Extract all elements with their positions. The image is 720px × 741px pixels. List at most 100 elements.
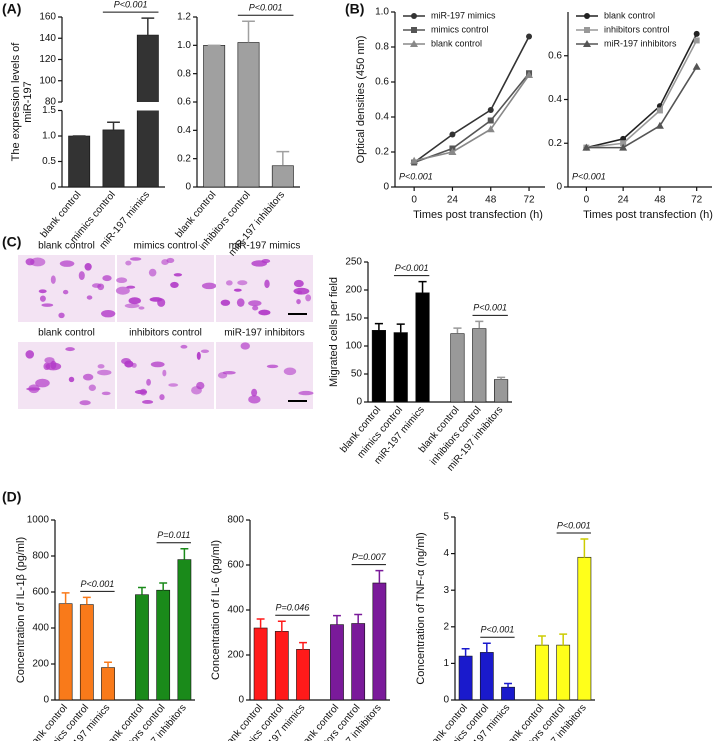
annotation: P<0.001 [572, 171, 606, 181]
y-axis-label: Concentration of IL-1β (pg/ml) [15, 537, 27, 683]
cell-blob [200, 349, 210, 354]
y-tick-label: 0.4 [375, 112, 389, 123]
marker [582, 143, 591, 151]
bar [274, 631, 289, 701]
cell-blob [196, 351, 201, 360]
cell-blob [168, 383, 179, 387]
cell-blob [159, 394, 165, 401]
series-line [413, 74, 530, 162]
y-axis-label: Concentration of IL-6 (pg/ml) [210, 540, 222, 680]
cell-blob [220, 299, 231, 306]
cell-blob [266, 364, 279, 369]
cell-blob [134, 389, 148, 395]
cell-blob [305, 294, 312, 302]
error-bar [375, 569, 384, 583]
marker [486, 125, 495, 133]
bar [237, 42, 260, 188]
cell-blob [84, 262, 92, 271]
y-tick-label: 150 [345, 313, 362, 324]
cell-blob [173, 273, 183, 277]
cell-blob [121, 358, 132, 365]
cell-blob [233, 288, 242, 292]
y-tick-label: 0 [50, 182, 56, 193]
error-bar [333, 614, 341, 625]
y-tick-label: 1.2 [177, 12, 191, 23]
error-bar [354, 613, 363, 624]
error-bar [104, 661, 112, 668]
y-tick-label: 100 [39, 75, 56, 86]
micrograph-label: miR-197 inhibitors [224, 328, 305, 339]
x-axis-label: Times post transfection (h) [583, 209, 713, 221]
cell-blob [35, 378, 50, 388]
y-tick-label: 0 [238, 695, 244, 706]
y-tick-label: 400 [32, 623, 49, 634]
cell-blob [240, 342, 250, 350]
cell-blob [150, 361, 165, 368]
x-tick-label: 72 [691, 195, 703, 206]
cell-blob [297, 290, 303, 295]
panel-label: (A) [2, 1, 21, 17]
y-tick-label: 1 [443, 658, 449, 669]
y-tick-label: 0 [556, 182, 562, 193]
marker [487, 117, 494, 124]
micrograph [117, 255, 214, 322]
cell-blob [170, 281, 179, 289]
bar [58, 603, 73, 701]
y-tick-label: 1.0 [177, 40, 191, 51]
x-tick-label: 24 [447, 195, 459, 206]
panel-label: (B) [345, 1, 364, 17]
y-tick-label: 50 [351, 369, 363, 380]
cell-blob [126, 285, 136, 289]
micrograph-label: blank control [38, 328, 95, 339]
cell-blob [236, 298, 245, 307]
y-tick-label: 0.6 [375, 77, 389, 88]
series-line [586, 33, 698, 149]
marker [526, 33, 533, 40]
error-bar [107, 121, 120, 130]
x-axis-label: Times post transfection (h) [413, 209, 543, 221]
marker [525, 71, 534, 78]
y-tick-label: 200 [227, 650, 244, 661]
series-line [586, 66, 698, 149]
cell-blob [91, 283, 102, 288]
y-tick-label: 400 [227, 605, 244, 616]
cell-blob [59, 260, 75, 267]
y-axis-label: Concentration of TNF-α (ng/ml) [415, 532, 427, 684]
error-bar [242, 20, 255, 43]
annotation: P=0.007 [352, 552, 387, 562]
error-bar [538, 635, 546, 646]
y-tick-label: 0.6 [177, 97, 191, 108]
y-tick-label: 0 [356, 397, 362, 408]
cell-blob [237, 280, 248, 286]
y-axis-label: miR-197 [22, 81, 34, 123]
cell-blob [138, 306, 145, 310]
annotation: P<0.001 [399, 171, 433, 181]
y-tick-label: 80 [45, 97, 57, 108]
y-tick-label: 800 [227, 515, 244, 526]
bar [156, 589, 171, 701]
bar [577, 556, 592, 701]
cell-blob [116, 277, 128, 284]
cell-blob [148, 268, 157, 277]
cell-blob [162, 369, 167, 377]
y-tick-label: 0.5 [42, 156, 56, 167]
cell-blob [102, 275, 112, 282]
y-tick-label: 0.8 [177, 68, 191, 79]
bar [203, 45, 226, 188]
y-tick-label: 4 [443, 548, 449, 559]
error-bar [159, 582, 168, 591]
x-tick-label: 24 [618, 195, 630, 206]
y-tick-label: 0.4 [548, 94, 562, 105]
y-tick-label: 0.8 [375, 42, 389, 53]
y-tick-label: 200 [32, 659, 49, 670]
legend-label: miR-197 mimics [431, 10, 496, 20]
cell-blob [251, 388, 258, 397]
y-tick-label: 0.2 [177, 153, 191, 164]
marker [619, 143, 628, 151]
error-bar [256, 618, 265, 628]
marker [487, 107, 494, 113]
bar [556, 644, 571, 701]
marker [410, 156, 419, 164]
y-tick-label: 2 [443, 621, 449, 632]
